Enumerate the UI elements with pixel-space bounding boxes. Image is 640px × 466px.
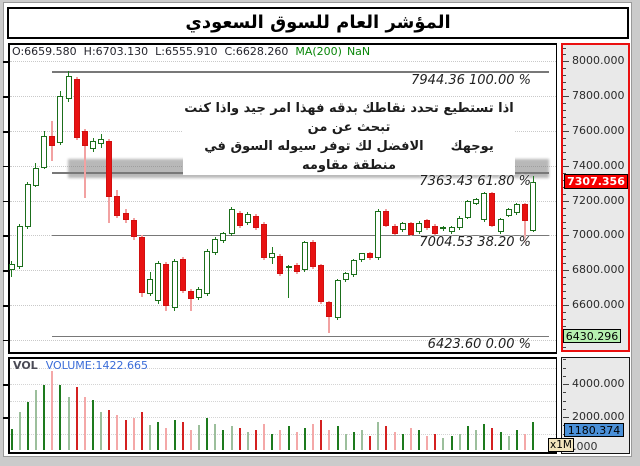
chart-title-bar: المؤشر العام للسوق السعودي <box>7 7 629 39</box>
volume-readout: VOL VOLUME:1422.665 <box>13 359 148 372</box>
ma-indicator-value: NaN <box>346 45 371 58</box>
fib-label-38.2: 7004.53 38.20 % <box>419 235 531 250</box>
fib-low-badge: 6430.296 <box>563 329 621 343</box>
chart-annotation: اذا تستطيع تحدد نقاطك بدقه فهذا امر جيد … <box>183 99 515 175</box>
annotation-line2-left: الافضل لك توفر سيوله السوق في منطقة مقاو… <box>204 139 424 173</box>
chart-title: المؤشر العام للسوق السعودي <box>185 12 451 33</box>
ma-indicator-label: MA(200) <box>295 45 342 58</box>
close-value: C:6628.260 <box>224 45 289 58</box>
low-value: L:6555.910 <box>155 45 218 58</box>
volume-value: VOLUME:1422.665 <box>45 359 148 372</box>
volume-pane[interactable] <box>8 357 557 454</box>
price-pane[interactable] <box>8 43 557 354</box>
vol-pane-label: VOL <box>13 359 38 372</box>
volume-axis[interactable] <box>561 357 630 454</box>
fib-label-0: 6423.60 0.00 % <box>427 337 531 352</box>
last-price-badge: 7307.356 <box>564 174 628 189</box>
high-value: H:6703.130 <box>83 45 149 58</box>
annotation-line2: يوجهك الافضل لك توفر سيوله السوق في منطقة… <box>183 137 515 175</box>
volume-level-badge: 1180.374 <box>564 423 624 437</box>
fib-label-100: 7944.36 100.00 % <box>411 73 531 88</box>
price-axis[interactable] <box>561 43 630 352</box>
annotation-line1: اذا تستطيع تحدد نقاطك بدقه فهذا امر جيد … <box>184 101 514 135</box>
annotation-line2-right: يوجهك <box>450 139 494 154</box>
ohlc-readout: O:6659.580 H:6703.130 L:6555.910 C:6628.260… <box>12 45 375 58</box>
volume-multiplier-tag: x1M <box>548 438 574 452</box>
open-value: O:6659.580 <box>12 45 77 58</box>
fib-label-61.8: 7363.43 61.80 % <box>419 174 531 189</box>
